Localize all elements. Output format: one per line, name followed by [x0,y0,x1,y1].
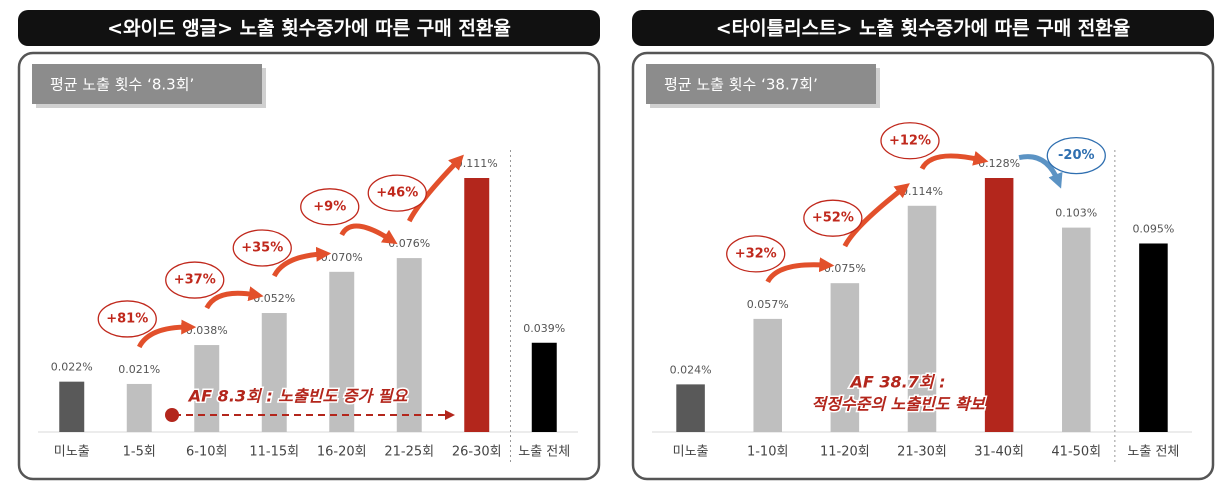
change-ellipse [232,229,292,267]
bar [753,318,782,432]
bar [1062,227,1091,432]
bar [531,342,557,432]
x-tick-label: 1-5회 [123,445,156,460]
change-arrow [204,286,264,310]
x-tick-label: 노출 전체 [518,445,570,460]
change-ellipse [726,235,786,273]
change-label: +81% [106,311,148,326]
subtitle: 평균 노출 횟수 ‘8.3회’ [50,76,194,94]
chart-title: <와이드 앵글> 노출 횟수증가에 따른 구매 전환율 [107,18,511,40]
change-label: +32% [735,246,777,261]
x-tick-label: 41-50회 [1051,445,1101,460]
change-ellipse [300,188,360,226]
change-label: +35% [241,241,283,256]
bar [59,381,85,432]
value-label: 0.070% [321,251,363,264]
change-ellipse [803,199,863,237]
x-tick-label: 26-30회 [452,445,502,460]
change-arrow [842,183,910,248]
value-label: 0.022% [51,361,93,374]
x-tick-label: 6-10회 [186,445,227,460]
value-label: 0.128% [978,157,1020,170]
x-tick-label: 31-40회 [974,445,1024,460]
change-arrow [407,154,464,223]
change-arrow [765,257,835,284]
bar [126,383,152,432]
x-tick-label: 21-30회 [897,445,947,460]
value-label: 0.038% [186,324,228,337]
note-dot [165,408,179,422]
change-label: +52% [812,211,854,226]
bar [396,258,422,432]
change-ellipse [165,261,225,299]
bar [676,384,705,432]
bar [464,178,490,432]
x-tick-label: 11-20회 [820,445,870,460]
note: AF 38.7회 : [848,373,945,392]
change-ellipse [880,122,940,160]
change-label: +46% [376,186,418,201]
note: 적정수준의 노출빈도 확보 [811,395,985,414]
bar [194,345,220,432]
title-bar [632,10,1214,46]
change-ellipse [1046,136,1106,175]
change-label: +37% [174,273,216,288]
value-label: 0.103% [1055,207,1097,220]
value-label: 0.021% [118,363,160,376]
bar [830,283,860,432]
change-label: +9% [313,199,346,214]
value-label: 0.052% [253,292,295,305]
value-label: 0.024% [670,363,712,376]
change-arrow [919,151,989,171]
chart-title: <타이틀리스트> 노출 횟수증가에 따른 구매 전환율 [716,18,1131,40]
note: AF 8.3회 : 노출빈도 증가 필요 [187,387,409,406]
change-label: -20% [1058,148,1095,163]
change-label: +12% [889,133,931,148]
x-tick-label: 11-15회 [249,445,299,460]
value-label: 0.075% [824,262,866,275]
value-label: 0.039% [523,322,565,335]
x-tick-label: 노출 전체 [1127,445,1179,460]
change-arrow [137,319,197,349]
subtitle-box [646,64,876,104]
value-label: 0.114% [901,185,943,198]
value-label: 0.111% [456,157,498,170]
change-arrow [1018,154,1063,189]
title-bar [18,10,600,46]
bar [261,313,287,432]
subtitle: 평균 노출 횟수 ‘38.7회’ [664,76,818,94]
change-arrow [339,223,398,245]
x-tick-label: 미노출 [673,445,709,460]
value-label: 0.076% [388,237,430,250]
x-tick-label: 1-10회 [747,445,788,460]
subtitle-box [32,64,262,104]
value-label: 0.095% [1132,222,1174,235]
bar [984,178,1014,432]
bar [907,205,937,432]
x-tick-label: 미노출 [54,445,90,460]
bar [329,271,355,432]
change-ellipse [97,300,157,338]
change-ellipse [367,174,427,212]
change-arrow [272,246,332,278]
bar [1139,243,1168,432]
value-label: 0.057% [747,298,789,311]
x-tick-label: 16-20회 [317,445,367,460]
x-tick-label: 21-25회 [384,445,434,460]
